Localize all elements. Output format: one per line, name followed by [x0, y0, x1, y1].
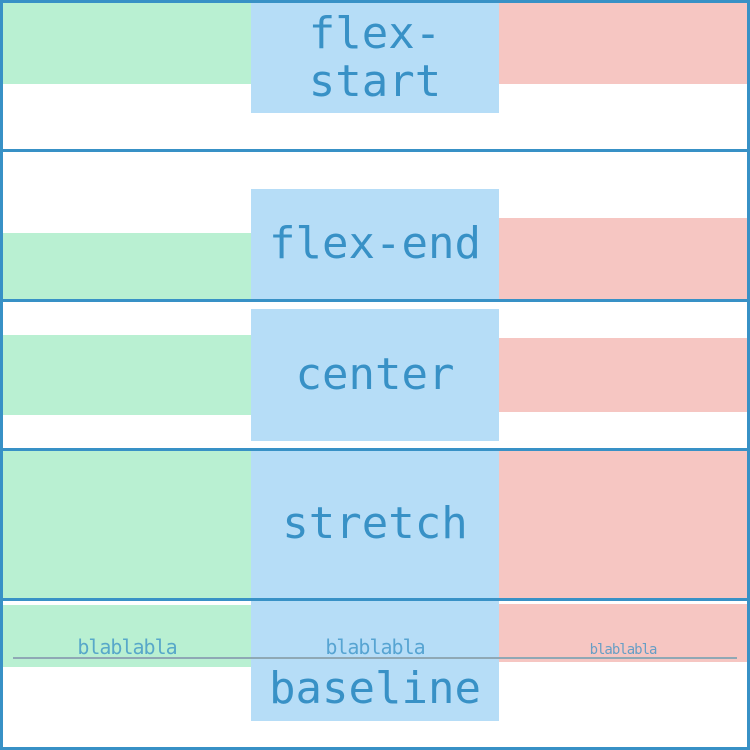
- box-blue: flex-end: [251, 189, 499, 299]
- box-green: [3, 3, 251, 84]
- align-items-diagram: flex-start flex-end center stretch blabl…: [0, 0, 750, 750]
- row-flex-end: flex-end: [0, 152, 750, 301]
- box-green: [3, 335, 251, 416]
- filler-text: blablabla: [325, 635, 424, 659]
- box-pink: [499, 338, 747, 411]
- filler-text: blablabla: [77, 635, 176, 659]
- row-flex-start: flex-start: [0, 0, 750, 152]
- box-pink: [499, 218, 747, 299]
- box-blue: center: [251, 309, 499, 441]
- box-pink: [499, 3, 747, 84]
- box-green: [3, 451, 251, 597]
- row-stretch: stretch: [0, 451, 750, 600]
- box-pink: blablabla: [499, 604, 747, 662]
- row-label: flex-end: [269, 220, 481, 268]
- box-blue: stretch: [251, 451, 499, 597]
- row-label: baseline: [269, 665, 481, 713]
- box-blue: flex-start: [251, 3, 499, 113]
- row-label: flex-start: [251, 10, 499, 107]
- box-blue: blablabla baseline: [251, 601, 499, 721]
- row-baseline: blablabla blablabla baseline blablabla: [0, 601, 750, 750]
- row-label: stretch: [282, 500, 467, 548]
- row-label: center: [296, 351, 455, 399]
- box-pink: [499, 451, 747, 597]
- filler-text-small: blablabla: [590, 642, 657, 658]
- row-center: center: [0, 302, 750, 451]
- box-green: [3, 233, 251, 299]
